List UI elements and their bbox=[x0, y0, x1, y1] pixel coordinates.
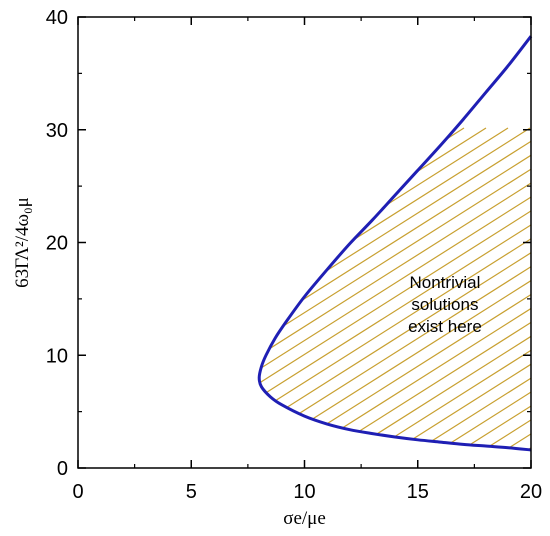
hatch-line bbox=[259, 127, 531, 450]
hatch-line bbox=[501, 127, 531, 450]
axis-tick-labels: 0 5 10 15 20 0 10 20 30 40 bbox=[46, 7, 542, 503]
hatch-line bbox=[259, 127, 531, 450]
hatch-line bbox=[259, 127, 531, 450]
x-axis-label: σe/μe bbox=[283, 508, 326, 529]
annotations: Nontrivial solutions exist here bbox=[408, 273, 482, 336]
hatch-line bbox=[259, 127, 267, 450]
annotation-line: solutions bbox=[411, 295, 478, 314]
hatch-line bbox=[259, 127, 531, 450]
boundary-curve bbox=[257, 35, 533, 452]
hatch-line bbox=[259, 127, 531, 450]
y-tick-label: 10 bbox=[46, 345, 68, 367]
hatch-line bbox=[259, 127, 531, 450]
hatch-line bbox=[259, 127, 443, 450]
hatch-line bbox=[259, 127, 421, 450]
hatch-line bbox=[259, 127, 531, 450]
hatch-line bbox=[259, 127, 333, 450]
plot-frame bbox=[77, 16, 532, 469]
hatch-line bbox=[259, 127, 311, 450]
x-tick-label: 0 bbox=[72, 481, 83, 503]
x-tick-label: 10 bbox=[293, 481, 315, 503]
x-tick-label: 20 bbox=[520, 481, 542, 503]
y-tick-label: 40 bbox=[46, 7, 68, 29]
hatch-line bbox=[0, 128, 244, 508]
x-tick-label: 15 bbox=[407, 481, 429, 503]
hatch-line bbox=[259, 127, 509, 450]
hatch-line bbox=[259, 127, 531, 450]
y-tick-label: 20 bbox=[46, 233, 68, 255]
annotation-line: Nontrivial bbox=[410, 273, 481, 292]
x-tick-label: 5 bbox=[186, 481, 197, 503]
hatch-line bbox=[259, 127, 531, 450]
hatch-line bbox=[546, 128, 550, 508]
y-axis-label: 63ΓΛ²/4ω₀μ bbox=[12, 197, 33, 288]
hatch-line bbox=[259, 127, 377, 450]
hatch-line bbox=[259, 127, 399, 450]
hatch-line bbox=[259, 127, 531, 450]
hatch-line bbox=[413, 127, 531, 450]
hatch-line bbox=[259, 127, 531, 450]
y-tick-label: 30 bbox=[46, 120, 68, 142]
axis-ticks bbox=[77, 16, 532, 469]
region-annotation: Nontrivial solutions exist here bbox=[408, 273, 482, 336]
annotation-line: exist here bbox=[408, 317, 482, 336]
hatch-line bbox=[259, 127, 355, 450]
hatch-line bbox=[0, 128, 200, 508]
y-tick-label: 0 bbox=[57, 458, 68, 480]
hatch-line bbox=[259, 127, 465, 450]
hatch-line bbox=[259, 127, 531, 450]
hatch-line bbox=[391, 127, 531, 450]
hatch-line bbox=[0, 128, 222, 508]
hatch-line bbox=[259, 127, 289, 450]
